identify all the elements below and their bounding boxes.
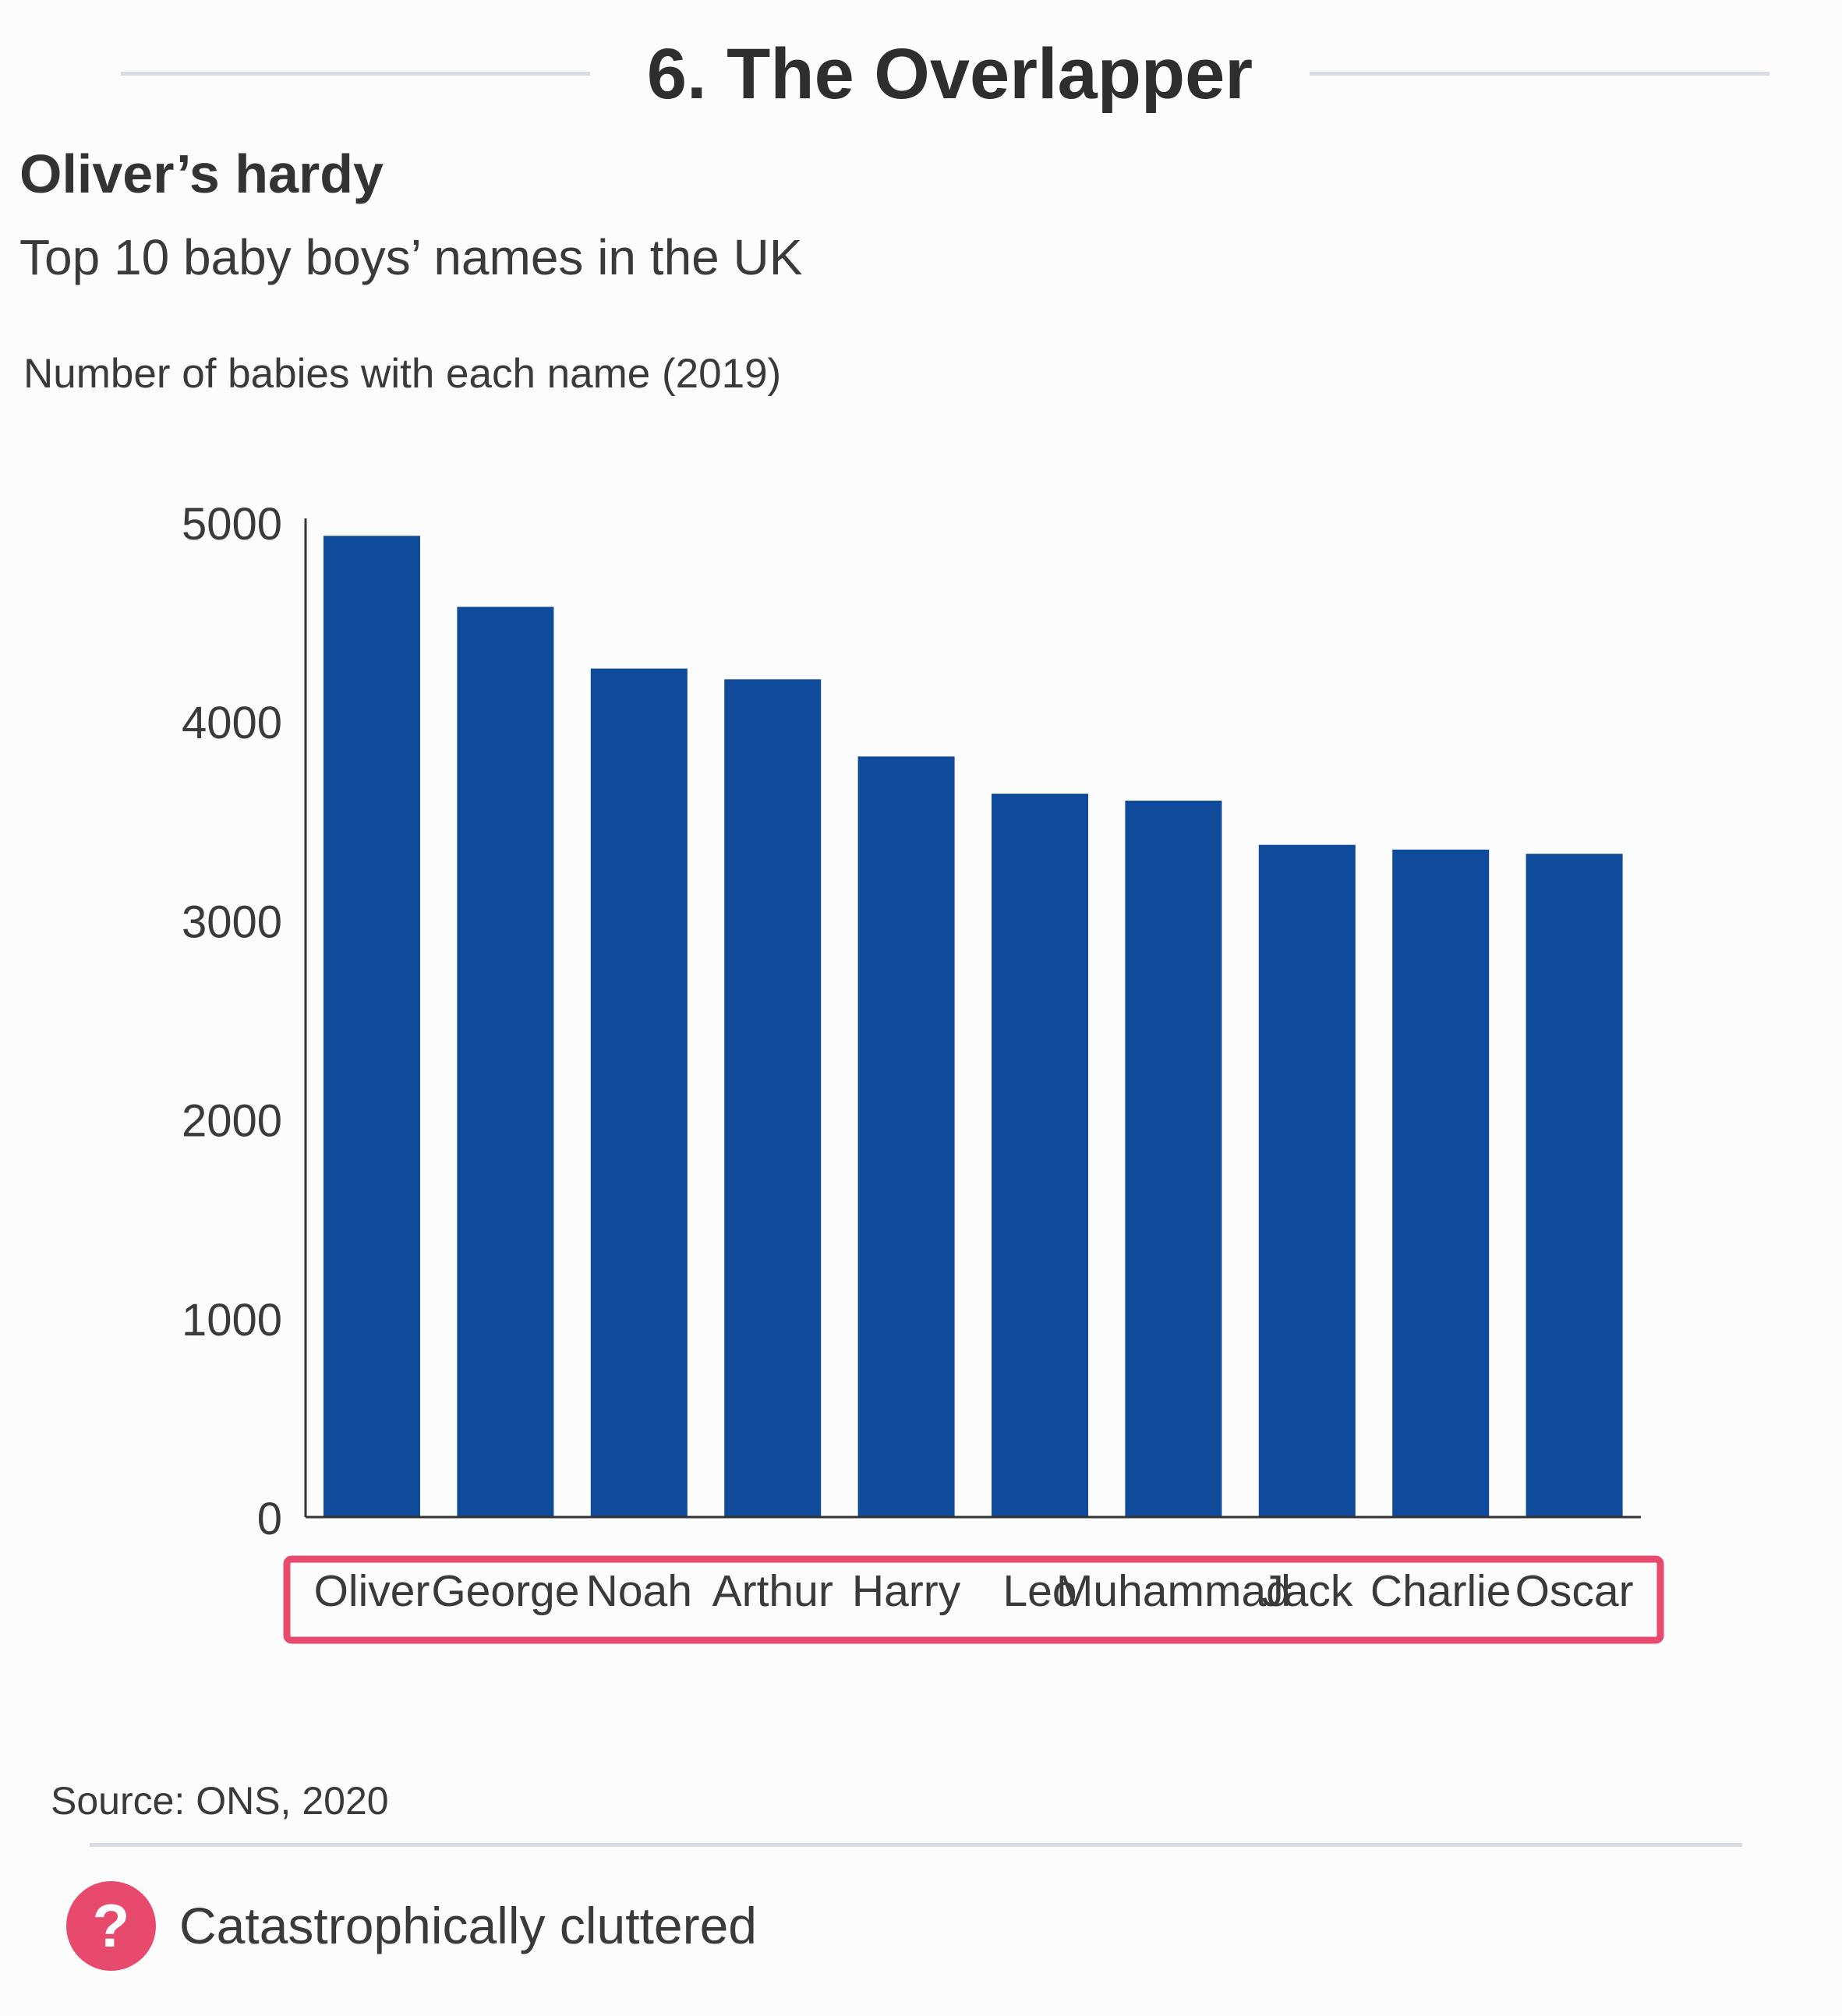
x-axis-labels: Oliver George Noah Arthur Harry LeoMuhammadJa… [314,1566,1634,1616]
x-tick-label: Muhammad [1056,1566,1291,1616]
heading-rule-left [121,72,590,76]
x-tick-label: Oliver [314,1566,430,1616]
bar-oscar [1526,854,1623,1517]
y-tick-label: 3000 [182,897,282,947]
footer-rule [90,1843,1742,1847]
y-tick-label: 0 [257,1494,282,1544]
chart-y-axis-label: Number of babies with each name (2019) [23,351,782,397]
chart-subtitle: Top 10 baby boys’ names in the UK [19,229,803,285]
bar-noah [590,668,688,1517]
bar-muhammad [1125,801,1222,1517]
bar-charlie [1392,849,1490,1517]
y-tick-label: 1000 [182,1295,282,1346]
y-tick-label: 4000 [182,698,282,748]
bar-chart: 0 1000 2000 3000 4000 5000 Oliver George Noah Ar… [182,499,1664,1644]
bar-arthur [724,679,822,1517]
x-tick-label: Leo [1002,1566,1077,1616]
bars [323,536,1623,1518]
overlap-highlight-box [283,1555,1664,1644]
y-tick-label: 2000 [182,1096,282,1147]
x-tick-label: George [431,1566,579,1616]
bar-jack [1258,844,1356,1517]
x-tick-label: Oscar [1515,1566,1634,1616]
source-note: Source: ONS, 2020 [51,1779,389,1823]
x-tick-label: Arthur [712,1566,833,1616]
x-tick-label: Noah [586,1566,692,1616]
question-icon: ? [66,1881,156,1971]
x-tick-label: Jack [1261,1566,1353,1616]
y-axis-ticks: 0 1000 2000 3000 4000 5000 [182,499,282,1544]
bar-oliver [323,536,420,1518]
verdict-label: Catastrophically cluttered [179,1897,758,1954]
heading-rule-right [1310,72,1770,76]
section-heading: 6. The Overlapper [646,34,1253,114]
bar-leo [992,794,1088,1517]
bar-george [457,607,554,1518]
x-tick-label: Harry [852,1566,961,1616]
chart-title: Oliver’s hardy [19,143,384,204]
y-tick-label: 5000 [182,499,282,550]
bar-harry [857,756,955,1517]
x-tick-label: Charlie [1370,1566,1511,1616]
